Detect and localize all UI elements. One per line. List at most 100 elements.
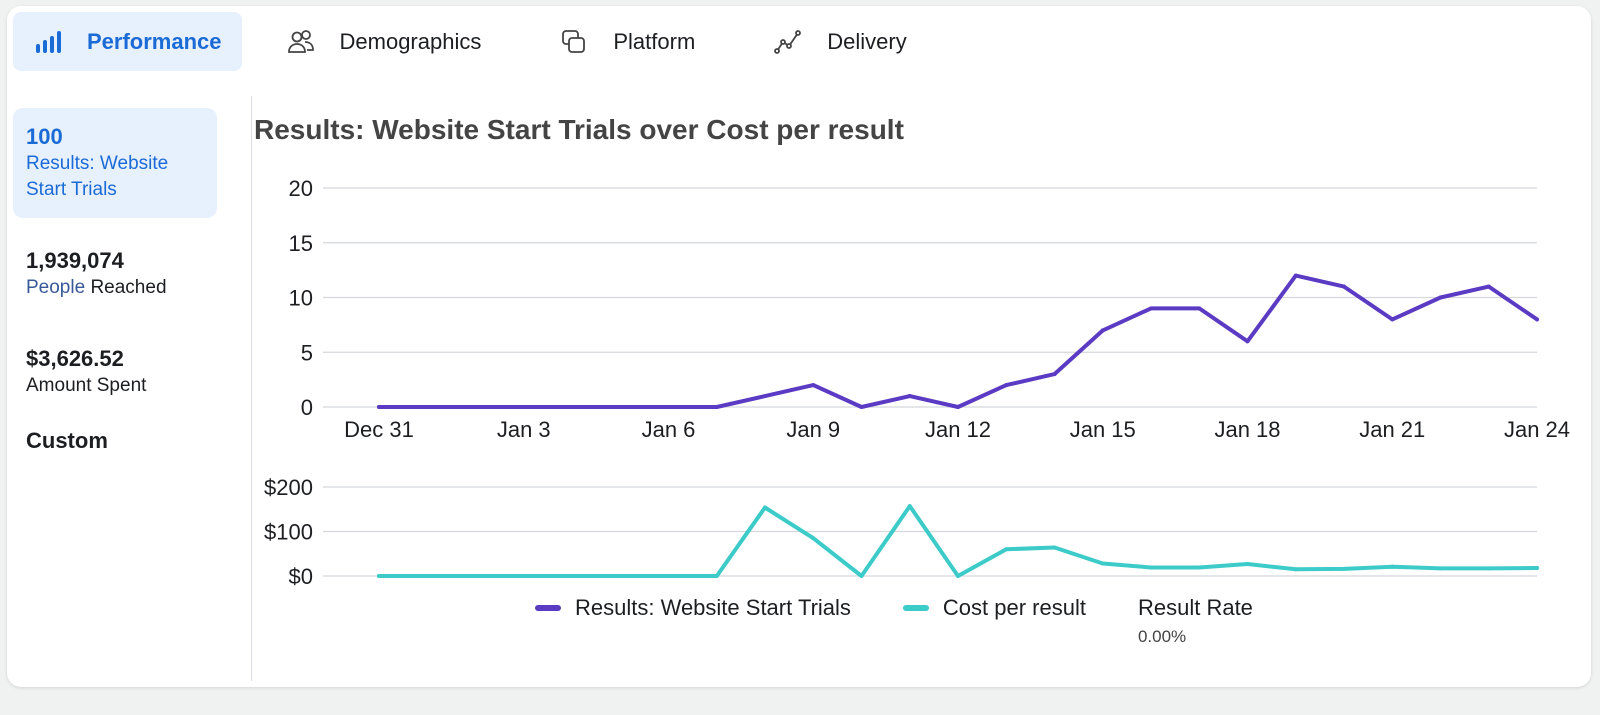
results-chart-data-point: [956, 405, 960, 409]
cost-chart-data-point: [473, 574, 478, 578]
cost-chart-y-tick-label: $200: [264, 475, 313, 500]
metric-label: Results: Website Start Trials: [26, 153, 169, 200]
results-chart-y-tick-label: 5: [301, 340, 313, 365]
cost-chart-data-point: [1438, 566, 1443, 571]
x-tick-label: Jan 3: [497, 417, 551, 442]
legend-swatch-cost: [902, 605, 929, 611]
metric-value: $3,626.52: [26, 346, 124, 371]
tab-label: Platform: [613, 28, 696, 54]
metric-label-rest: Reached: [85, 277, 167, 298]
results-chart-data-point: [1390, 317, 1395, 322]
metrics-sidebar: 100 Results: Website Start Trials 1,939,…: [13, 108, 217, 454]
tab-label: Performance: [87, 28, 222, 54]
bar-chart-icon: [33, 27, 63, 57]
chart-title: Results: Website Start Trials over Cost …: [254, 114, 904, 145]
x-tick-label: Jan 12: [925, 417, 991, 442]
result-rate-value: 0.00%: [1137, 627, 1187, 646]
cost-chart-data-point: [570, 574, 574, 578]
results-chart-data-point: [1438, 295, 1443, 300]
results-chart-data-point: [907, 394, 912, 399]
tab-label: Delivery: [827, 28, 907, 54]
cost-chart-data-point: [1535, 565, 1539, 570]
tab-label: Demographics: [339, 28, 482, 54]
x-tick-label: Jan 15: [1070, 417, 1136, 442]
cost-chart-data-point: [1052, 545, 1057, 550]
tab-delivery[interactable]: Delivery: [751, 12, 928, 71]
metric-reach[interactable]: 1,939,074 People Reached: [13, 232, 217, 316]
cost-chart-data-point: [763, 505, 767, 510]
results-chart-data-point: [1052, 372, 1057, 377]
cost-chart-data-point: [1100, 561, 1105, 566]
cost-chart-data-point: [1486, 566, 1491, 571]
results-chart-data-point: [1100, 328, 1105, 333]
cost-chart-data-point: [521, 574, 526, 578]
results-chart-data-point: [1293, 273, 1298, 278]
tab-platform[interactable]: Platform: [537, 12, 717, 71]
legend-label: Cost per result: [942, 595, 1086, 620]
results-chart-data-point: [1486, 284, 1491, 289]
results-chart-data-point: [1245, 339, 1250, 344]
panel-divider: [251, 96, 252, 681]
legend-label: Results: Website Start Trials: [575, 595, 851, 620]
legend-cost[interactable]: Cost per result: [902, 595, 1086, 621]
results-chart-data-point: [714, 405, 719, 409]
custom-metric-button[interactable]: Custom: [26, 428, 108, 453]
results-chart-data-point: [570, 405, 574, 409]
performance-card: [7, 6, 1591, 687]
cost-chart-data-point: [859, 574, 864, 578]
cost-chart-data-point: [1293, 567, 1298, 572]
results-chart-series-line: [377, 273, 1539, 409]
results-chart-y-tick-label: 15: [289, 231, 313, 256]
cost-chart-data-point: [1149, 565, 1153, 570]
cost-chart-data-point: [1245, 561, 1250, 566]
tab-bar: Performance Demographics Platform: [13, 12, 963, 71]
results-chart-data-point: [859, 405, 864, 409]
results-chart-data-point: [618, 405, 623, 409]
x-tick-label: Jan 24: [1504, 417, 1570, 442]
results-chart-y-tick-label: 0: [301, 395, 313, 420]
cost-chart-y-tick-label: $100: [264, 520, 313, 545]
results-chart-data-point: [425, 405, 430, 409]
metric-spent[interactable]: $3,626.52 Amount Spent: [13, 330, 217, 414]
metric-value: 100: [26, 124, 63, 149]
cost-chart-y-tick-label: $0: [289, 564, 313, 589]
cost-chart-data-point: [666, 574, 671, 578]
cost-chart-data-point: [1004, 547, 1009, 552]
x-tick-label: Jan 9: [786, 417, 840, 442]
metric-label: Amount Spent: [26, 375, 147, 396]
results-chart-data-point: [1004, 383, 1009, 388]
results-chart-data-point: [811, 383, 816, 388]
tab-performance[interactable]: Performance: [13, 12, 242, 71]
metric-results[interactable]: 100 Results: Website Start Trials: [13, 108, 217, 218]
results-chart-data-point: [521, 405, 526, 409]
results-chart-y-tick-label: 10: [289, 286, 313, 311]
x-tick-label: Jan 6: [642, 417, 696, 442]
cost-chart-series-line: [377, 504, 1539, 578]
cost-chart-data-point: [1197, 565, 1202, 570]
cost-chart-data-point: [618, 574, 623, 578]
cost-chart-data-point: [714, 574, 719, 578]
delivery-icon: [773, 27, 803, 57]
metric-value: 1,939,074: [26, 248, 124, 273]
results-chart-y-tick-label: 20: [289, 176, 313, 201]
cost-chart-data-point: [907, 504, 912, 509]
x-tick-label: Jan 18: [1214, 417, 1280, 442]
cost-chart-data-point: [377, 574, 381, 578]
cost-chart-data-point: [956, 574, 960, 578]
results-chart-data-point: [473, 405, 478, 409]
legend-result-rate: Result Rate 0.00%: [1138, 595, 1253, 647]
result-rate-label: Result Rate: [1137, 595, 1253, 620]
results-chart-data-point: [377, 405, 381, 409]
platform-icon: [559, 27, 589, 57]
x-tick-label: Dec 31: [344, 417, 414, 442]
people-link[interactable]: People: [26, 277, 86, 298]
results-chart-data-point: [1197, 306, 1202, 311]
chart-legend: Results: Website Start Trials Cost per r…: [535, 595, 1253, 647]
legend-results[interactable]: Results: Website Start Trials: [535, 595, 851, 621]
tab-demographics[interactable]: Demographics: [264, 12, 504, 71]
cost-chart-data-point: [811, 536, 816, 541]
x-tick-label: Jan 21: [1359, 417, 1425, 442]
metric-label: People Reached: [26, 275, 204, 301]
results-chart-data-point: [1535, 317, 1539, 322]
